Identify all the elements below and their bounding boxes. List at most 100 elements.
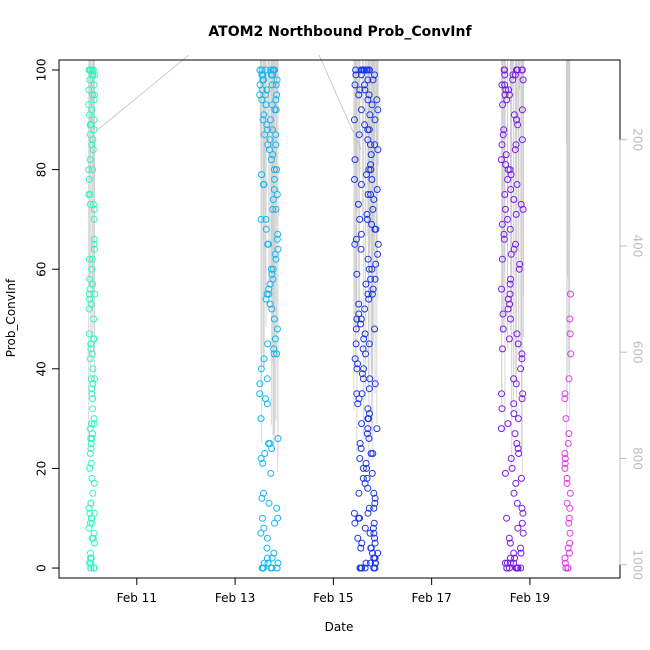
data-point [273,350,281,358]
y-axis: 0 20 40 60 80 100 [35,59,60,572]
data-point [505,86,513,94]
data-point [518,504,526,512]
data-point [268,126,276,134]
data-point [519,509,527,517]
data-point [519,529,527,537]
data-point [356,440,364,447]
data-point [357,245,365,253]
x-tick-label: Feb 19 [510,591,550,605]
data-point [518,355,526,363]
data-point [90,81,98,89]
data-point [509,71,517,79]
data-point [270,186,278,193]
x-tick-label: Feb 13 [215,591,255,605]
data-point [87,564,95,572]
data-point [498,220,506,228]
data-point [367,544,375,552]
data-point [501,81,509,89]
y-axis-label: Prob_ConvInf [4,278,18,357]
data-point [87,549,94,557]
data-point [89,534,97,542]
data-point [267,116,274,124]
data-point [85,524,93,532]
data-point [362,459,370,467]
data-point [499,131,507,139]
data-point [565,430,573,438]
data-point [501,191,509,198]
data-point [561,455,569,462]
data-point [499,101,507,109]
data-point [497,156,505,164]
data-point [518,395,526,403]
data-point [85,86,93,94]
data-point [265,440,272,447]
data-point [263,554,271,562]
data-point [365,340,373,348]
data-point [88,385,96,393]
x-tick-label: Feb 15 [313,591,353,605]
data-point [271,519,278,527]
data-point [502,151,510,159]
data-point [517,474,525,482]
data-point [365,385,373,393]
data-point [90,235,98,243]
data-point [352,340,360,348]
data-point [500,126,508,134]
data-point [259,514,266,522]
data-point [505,335,513,343]
data-point [370,529,378,537]
data-point [90,529,98,537]
data-point [351,519,359,527]
data-point [371,380,379,388]
data-point [510,559,518,567]
data-point [501,469,509,477]
data-point [510,375,518,383]
data-point [369,205,377,213]
data-point [86,450,94,457]
data-point [352,325,360,333]
data-point [500,235,508,243]
data-point [513,564,521,572]
data-point [269,196,277,203]
data-point [91,375,98,383]
data-point [361,86,369,94]
data-point [270,315,278,323]
data-point [257,455,265,462]
data-point [358,539,366,547]
data-point [515,265,523,273]
data-point [356,455,364,462]
data-point [563,474,571,482]
data-point [371,559,379,567]
data-point [361,524,369,532]
data-point [369,549,376,557]
data-point [566,315,574,323]
data-point [88,390,96,398]
data-point [506,300,514,308]
data-point [267,66,275,74]
data-point [85,330,93,338]
data-point [86,191,94,198]
data-point [90,96,98,104]
data-point [561,559,569,567]
data-point [566,539,574,547]
data-point [273,564,281,572]
data-point [268,305,276,313]
data-point [518,519,526,527]
data-point [506,554,514,562]
data-point [85,66,93,74]
connector-lines [97,54,362,150]
data-point [371,494,379,502]
data-point [85,101,93,109]
data-point [498,285,505,293]
data-point [499,325,507,333]
data-point [273,76,281,84]
data-point [501,91,509,99]
data-point [511,430,519,438]
data-point [270,549,278,557]
data-point [257,365,265,373]
data-point [357,445,365,452]
data-point [264,340,272,348]
data-point [365,66,373,74]
data-point [360,335,368,343]
data-point [503,514,511,522]
